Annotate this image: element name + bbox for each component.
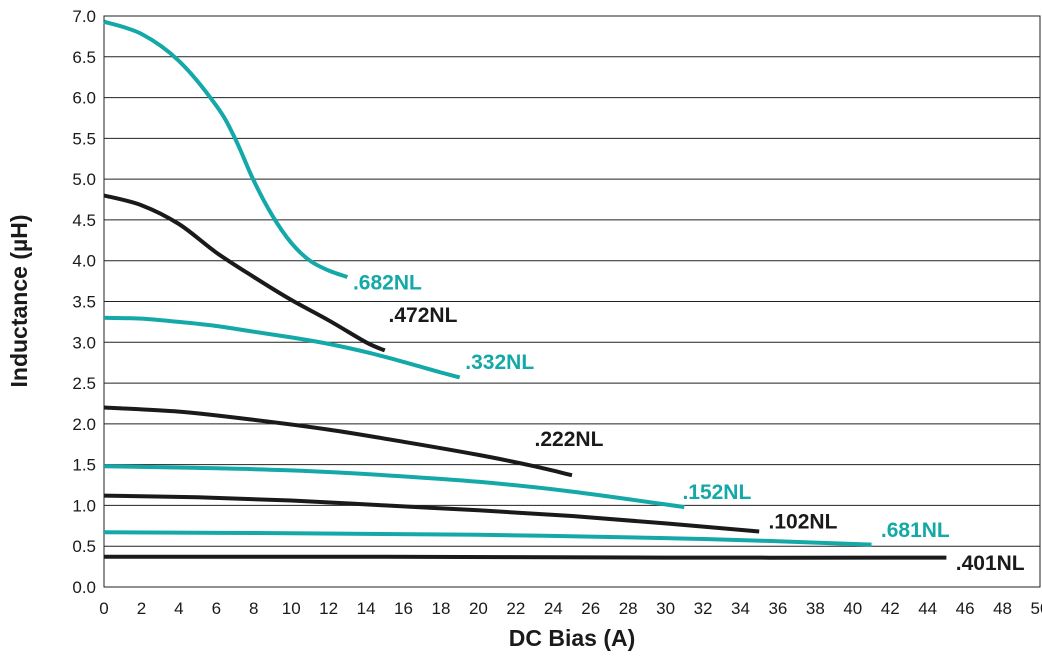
y-tick-label: 1.5 [72, 456, 96, 475]
x-tick-label: 22 [506, 599, 525, 618]
x-tick-label: 36 [768, 599, 787, 618]
x-tick-label: 28 [619, 599, 638, 618]
y-tick-label: 2.0 [72, 415, 96, 434]
y-tick-label: 5.5 [72, 129, 96, 148]
y-tick-label: 0.5 [72, 537, 96, 556]
x-tick-label: 38 [806, 599, 825, 618]
x-tick-label: 40 [843, 599, 862, 618]
series-line-102nl [103, 493, 760, 534]
y-tick-label: 3.0 [72, 333, 96, 352]
x-tick-label: 44 [918, 599, 937, 618]
y-tick-label: 3.5 [72, 293, 96, 312]
x-tick-label: 0 [99, 599, 108, 618]
series-line-222nl [103, 405, 573, 478]
series-line-681nl [103, 530, 872, 547]
x-tick-label: 50 [1031, 599, 1042, 618]
series-line-472nl [103, 193, 386, 353]
series-line-152nl [103, 464, 685, 510]
x-tick-label: 48 [993, 599, 1012, 618]
x-tick-label: 18 [431, 599, 450, 618]
series-label-152nl: .152NL [682, 481, 751, 504]
y-axis-title: Inductance (µH) [6, 215, 32, 388]
y-tick-label: 7.0 [72, 7, 96, 26]
y-tick-label: 1.0 [72, 496, 96, 515]
x-tick-label: 6 [212, 599, 221, 618]
x-tick-label: 20 [469, 599, 488, 618]
x-tick-label: 10 [282, 599, 301, 618]
x-tick-label: 4 [174, 599, 183, 618]
x-tick-label: 24 [544, 599, 563, 618]
x-axis-title: DC Bias (A) [509, 625, 636, 651]
series-label-401nl: .401NL [956, 552, 1025, 575]
series-line-682nl [103, 19, 349, 279]
y-tick-label: 4.5 [72, 211, 96, 230]
series-label-472nl: .472NL [389, 304, 458, 327]
y-tick-label: 4.0 [72, 252, 96, 271]
y-axis-ticks: 0.0 0.5 1.0 1.5 2.0 2.5 3.0 3.5 4.0 4.5 5.0 5.5 6.0 6… [72, 7, 96, 597]
y-tick-label: 2.5 [72, 374, 96, 393]
x-axis-ticks: 0 2 4 6 8 10 12 14 16 18 20 22 24 26 28 30 32 34 36 38 40 42 4… [99, 599, 1042, 618]
x-tick-label: 46 [956, 599, 975, 618]
x-tick-label: 2 [137, 599, 146, 618]
plot-frame [103, 15, 1041, 588]
series-labels: .682NL .472NL .332NL .222NL .152NL .102NL .681… [353, 271, 1025, 575]
x-tick-label: 42 [881, 599, 900, 618]
series-line-332nl [103, 315, 461, 380]
series-label-332nl: .332NL [465, 351, 534, 374]
x-tick-label: 26 [581, 599, 600, 618]
x-tick-label: 30 [656, 599, 675, 618]
series-label-102nl: .102NL [769, 510, 838, 533]
x-tick-label: 16 [394, 599, 413, 618]
x-tick-label: 34 [731, 599, 750, 618]
series-label-681nl: .681NL [881, 519, 950, 542]
series-line-401nl [103, 554, 947, 560]
y-tick-label: 6.5 [72, 48, 96, 67]
y-tick-label: 6.0 [72, 89, 96, 108]
y-tick-label: 0.0 [72, 578, 96, 597]
series-label-682nl: .682NL [353, 271, 422, 294]
series-curves [103, 19, 947, 560]
gridlines [104, 15, 1040, 588]
x-tick-label: 12 [319, 599, 338, 618]
x-tick-label: 32 [694, 599, 713, 618]
x-tick-label: 14 [357, 599, 376, 618]
x-tick-label: 8 [249, 599, 258, 618]
series-label-222nl: .222NL [535, 428, 604, 451]
y-tick-label: 5.0 [72, 170, 96, 189]
